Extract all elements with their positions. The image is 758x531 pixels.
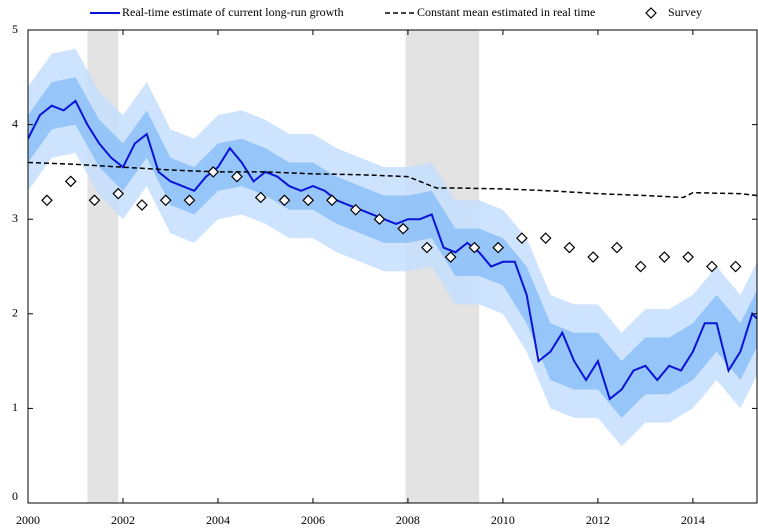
- y-tick-label: 1: [12, 400, 18, 414]
- legend-label: Real-time estimate of current long-run g…: [122, 5, 344, 19]
- survey-point: [421, 241, 433, 254]
- survey-point: [302, 194, 315, 207]
- survey-point: [658, 251, 671, 263]
- survey-point: [41, 194, 53, 207]
- x-tick-label: 2006: [301, 513, 325, 527]
- survey-point: [444, 251, 457, 263]
- y-tick-label: 5: [12, 22, 18, 36]
- survey-point: [729, 260, 742, 273]
- survey-point: [349, 203, 362, 216]
- survey-point: [373, 213, 386, 226]
- survey-point: [706, 260, 718, 273]
- survey-point: [112, 187, 125, 200]
- y-tick-label: 4: [12, 116, 18, 130]
- x-tick-label: 2002: [111, 513, 135, 527]
- x-tick-label: 2004: [206, 513, 230, 527]
- plot-area: [28, 30, 757, 503]
- legend-label: Constant mean estimated in real time: [417, 5, 595, 19]
- survey-point: [539, 232, 552, 244]
- survey-point: [397, 222, 410, 235]
- x-tick-label: 2008: [396, 513, 420, 527]
- survey-point: [516, 232, 528, 244]
- plot-frame: [27, 29, 758, 504]
- survey-point: [492, 241, 505, 254]
- survey-point: [682, 251, 694, 263]
- survey-point: [231, 170, 243, 183]
- survey-point: [611, 241, 623, 254]
- y-tick-label: 0: [12, 489, 18, 503]
- survey-point: [64, 175, 77, 188]
- x-tick-label: 2010: [491, 513, 515, 527]
- survey-point: [88, 194, 101, 207]
- series-line: [28, 99, 757, 401]
- survey-point: [563, 241, 576, 254]
- series-line: [28, 161, 757, 199]
- y-tick-label: 3: [12, 211, 18, 225]
- survey-point: [183, 194, 196, 207]
- survey-point: [278, 194, 291, 207]
- survey-point: [207, 166, 220, 178]
- x-tick-label: 2012: [586, 513, 610, 527]
- legend-label: Survey: [668, 5, 702, 19]
- survey-point: [159, 194, 172, 207]
- survey-point: [587, 251, 600, 263]
- survey-point: [326, 194, 338, 207]
- legend-marker: [645, 7, 657, 19]
- survey-point: [468, 241, 481, 254]
- survey-point: [254, 191, 267, 204]
- x-tick-label: 2000: [16, 513, 40, 527]
- y-tick-label: 2: [12, 306, 18, 320]
- survey-point: [136, 199, 148, 211]
- survey-point: [634, 260, 647, 273]
- x-tick-label: 2014: [681, 513, 705, 527]
- uncertainty-band: [28, 77, 757, 418]
